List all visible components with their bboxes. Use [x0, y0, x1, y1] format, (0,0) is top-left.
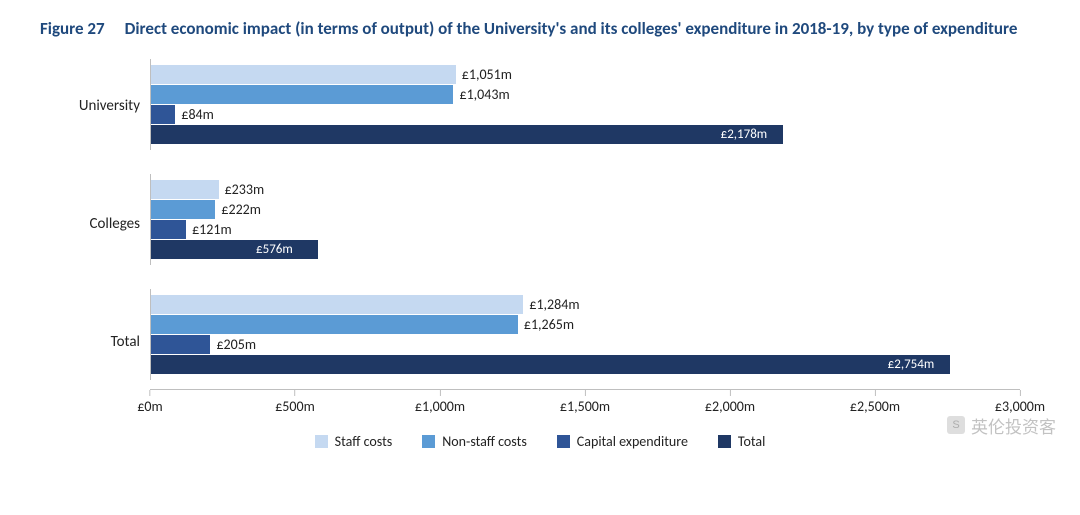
x-tick: £1,500m — [560, 390, 610, 415]
legend-swatch — [557, 435, 570, 448]
bar-row: £222m — [151, 200, 1040, 219]
bar-row: £205m — [151, 335, 1040, 354]
chart: University Colleges Total £1,051m £1,043m £8… — [40, 59, 1040, 389]
bar — [151, 180, 219, 199]
bar-value-label: £1,051m — [456, 66, 512, 83]
x-tick: £2,500m — [850, 390, 900, 415]
x-tick: £3,000m — [995, 390, 1045, 415]
bar-row: £2,178m — [151, 125, 1040, 144]
x-tick: £500m — [275, 390, 315, 415]
bar — [151, 240, 318, 259]
legend-item: Non-staff costs — [422, 433, 527, 450]
bar — [151, 125, 783, 144]
bar-row: £233m — [151, 180, 1040, 199]
bar — [151, 85, 453, 104]
bar-value-label: £121m — [186, 221, 232, 238]
bar — [151, 200, 215, 219]
legend-label: Total — [738, 433, 765, 450]
bar-value-label: £2,178m — [721, 127, 768, 142]
bar-row: £1,051m — [151, 65, 1040, 84]
bar — [151, 315, 518, 334]
bar-row: £1,043m — [151, 85, 1040, 104]
watermark: S 英伦投资客 — [947, 413, 1056, 438]
bar-value-label: £1,284m — [523, 296, 579, 313]
figure-title: Direct economic impact (in terms of outp… — [125, 18, 1018, 41]
category-label: University — [40, 59, 150, 153]
legend-item: Total — [718, 433, 765, 450]
x-tick: £1,000m — [415, 390, 465, 415]
bar — [151, 335, 210, 354]
x-tick-label: £2,500m — [850, 398, 900, 415]
bar-group: £1,284m £1,265m £205m £2,754m — [150, 289, 1040, 380]
bar-value-label: £1,043m — [453, 86, 509, 103]
x-tick-label: £0m — [137, 398, 162, 415]
figure-label: Figure 27 — [40, 18, 105, 41]
x-axis: £0m£500m£1,000m£1,500m£2,000m£2,500m£3,0… — [150, 389, 1020, 429]
watermark-text: 英伦投资客 — [971, 413, 1056, 438]
bar-value-label: £1,265m — [518, 316, 574, 333]
legend: Staff costs Non-staff costs Capital expend… — [40, 433, 1040, 450]
legend-swatch — [422, 435, 435, 448]
legend-item: Staff costs — [315, 433, 393, 450]
legend-label: Staff costs — [335, 433, 393, 450]
legend-label: Capital expenditure — [577, 433, 688, 450]
x-tick: £0m — [137, 390, 162, 415]
legend-swatch — [315, 435, 328, 448]
bar-group: £1,051m £1,043m £84m £2,178m — [150, 59, 1040, 150]
bar-group: £233m £222m £121m £576m — [150, 174, 1040, 265]
bar — [151, 220, 186, 239]
legend-label: Non-staff costs — [442, 433, 527, 450]
bar-row: £1,284m — [151, 295, 1040, 314]
bar — [151, 105, 175, 124]
bar-row: £84m — [151, 105, 1040, 124]
bar-value-label: £576m — [256, 242, 293, 257]
x-tick-label: £1,000m — [415, 398, 465, 415]
legend-swatch — [718, 435, 731, 448]
x-tick-label: £500m — [275, 398, 315, 415]
bar — [151, 65, 456, 84]
bar-value-label: £2,754m — [888, 357, 935, 372]
bar-row: £576m — [151, 240, 1040, 259]
x-tick-label: £1,500m — [560, 398, 610, 415]
legend-item: Capital expenditure — [557, 433, 688, 450]
x-tick-label: £2,000m — [705, 398, 755, 415]
bar-row: £1,265m — [151, 315, 1040, 334]
category-label: Total — [40, 295, 150, 389]
bar — [151, 295, 523, 314]
bar-row: £121m — [151, 220, 1040, 239]
category-label: Colleges — [40, 177, 150, 271]
bar-value-label: £205m — [210, 336, 256, 353]
watermark-icon: S — [947, 416, 965, 434]
x-tick: £2,000m — [705, 390, 755, 415]
bar — [151, 355, 950, 374]
bar-value-label: £233m — [219, 181, 265, 198]
bar-row: £2,754m — [151, 355, 1040, 374]
bar-value-label: £84m — [175, 106, 213, 123]
bar-value-label: £222m — [215, 201, 261, 218]
